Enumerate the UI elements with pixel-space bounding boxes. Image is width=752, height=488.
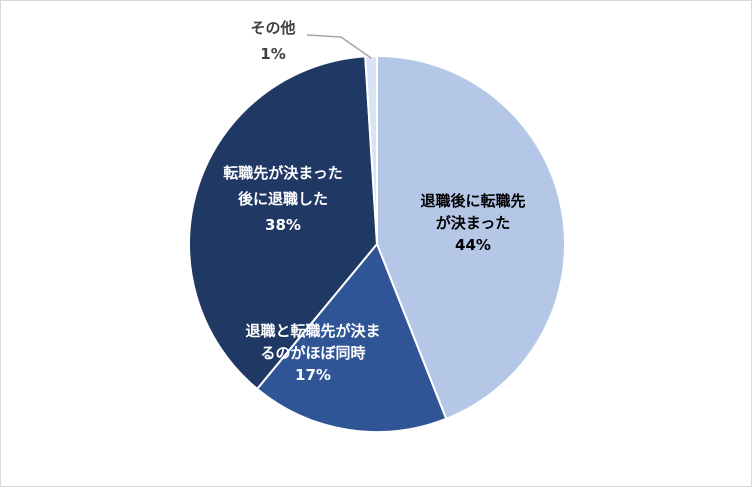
leader-line-other (306, 34, 372, 59)
data-label-simultaneous: 退職と転職先が決まるのがほぼ同時 17% (245, 322, 380, 384)
pie-slice-after-quit (376, 54, 567, 421)
pie-slice-before-quit (188, 55, 379, 391)
data-label-before-quit: 転職先が決まった後に退職した 38% (223, 164, 342, 234)
pie-slice-simultaneous (255, 242, 448, 433)
pie-slice-other (364, 54, 378, 245)
data-label-after-quit: 退職後に転職先が決まった 44% (420, 192, 525, 254)
data-label-other: その他 1% (250, 19, 295, 63)
